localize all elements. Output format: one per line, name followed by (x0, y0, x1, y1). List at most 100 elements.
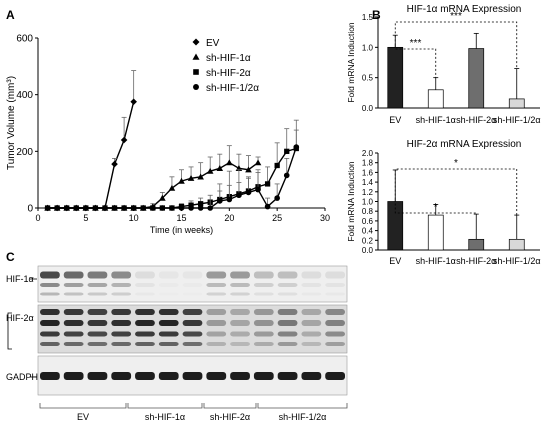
data-point (197, 173, 204, 180)
blot-band (87, 309, 108, 315)
y-tick-label: 200 (16, 147, 33, 158)
blot-row-label: GADPH (6, 372, 38, 382)
category-label: sh-HIF-1α (416, 256, 456, 266)
data-point (188, 205, 194, 211)
x-tick-label: 30 (320, 213, 330, 223)
blot-band (63, 320, 84, 326)
legend-label: sh-HIF-1/2α (206, 83, 259, 94)
blot-band (87, 320, 108, 326)
data-point (236, 192, 242, 199)
blot-band (63, 309, 84, 315)
data-point (206, 167, 214, 174)
significance-bracket: *** (394, 38, 437, 78)
bar (508, 238, 525, 251)
blot-band (206, 309, 227, 315)
blot-band (40, 271, 60, 279)
blot-band (182, 271, 203, 279)
y-tick-label: 0.0 (362, 246, 374, 255)
legend-marker (193, 69, 199, 75)
group-bracket (127, 403, 203, 409)
chart-title: HIF-2α mRNA Expression (407, 139, 522, 150)
western-blot: HIF-1α HIF-2α GADPH EV sh-HIF-1α sh-HIF-2α sh-… (6, 265, 348, 422)
x-tick-label: 0 (35, 213, 40, 223)
bracket-line (394, 21, 518, 69)
data-point (197, 201, 204, 207)
data-point (226, 196, 233, 203)
data-point (187, 174, 195, 181)
blot-band (158, 309, 179, 315)
blot-band (325, 331, 345, 337)
data-point (63, 205, 70, 211)
y-tick-label: 1.4 (362, 178, 374, 187)
data-point (226, 159, 233, 166)
blot-panel-1: HIF-2α (6, 304, 348, 354)
data-point (168, 184, 176, 191)
data-point (159, 194, 166, 201)
data-point (54, 205, 60, 211)
blot-band (63, 372, 84, 380)
blot-band (325, 271, 345, 279)
group-bracket (203, 403, 257, 409)
blot-band (111, 271, 132, 279)
bracket-line (394, 168, 518, 216)
y-tick-label: 1.0 (362, 198, 374, 207)
blot-band (111, 342, 132, 346)
panel-label-c: C (6, 250, 15, 264)
category-label: sh-HIF-2α (456, 256, 496, 266)
blot-band (325, 293, 345, 296)
blot-band (206, 283, 227, 287)
y-tick-label: 1.8 (362, 159, 374, 168)
blot-band (158, 342, 179, 346)
blot-band (87, 283, 108, 287)
x-tick-label: 10 (129, 213, 139, 223)
blot-band (182, 372, 203, 380)
blot-row-label: HIF-1α (6, 274, 34, 284)
legend-label: sh-HIF-1α (206, 53, 251, 64)
y-tick-label: 0.2 (362, 236, 374, 245)
blot-panel-0: HIF-1α (6, 265, 348, 303)
blot-band (253, 292, 274, 296)
blot-band (158, 271, 179, 279)
blot-band (40, 372, 60, 380)
category-label: sh-HIF-2α (456, 115, 496, 125)
blot-band (253, 331, 274, 337)
blot-band (40, 292, 60, 296)
blot-band (277, 342, 298, 346)
y-axis-label: Fold mRNA Induction (346, 22, 356, 103)
category-label: EV (389, 115, 401, 125)
group-label: sh-HIF-1/2α (279, 412, 327, 422)
x-tick-label: 15 (176, 213, 186, 223)
blot-band (325, 320, 345, 326)
data-point (140, 205, 147, 211)
group-label: sh-HIF-1α (145, 412, 185, 422)
data-point (130, 98, 137, 106)
blot-band (277, 283, 298, 287)
data-point (245, 189, 252, 196)
group-bracket (257, 403, 348, 409)
blot-band (206, 292, 227, 296)
blot-band (325, 372, 345, 380)
blot-band (277, 309, 298, 315)
data-point (121, 205, 127, 211)
blot-band (135, 271, 155, 279)
blot-band (111, 309, 132, 315)
data-point (245, 166, 252, 173)
blot-band (253, 309, 274, 315)
hif2a-mrna-chart: HIF-2α mRNA Expression 0.00.20.40.60.81.0… (346, 139, 541, 266)
data-point (197, 205, 204, 211)
legend-marker (193, 84, 199, 90)
blot-band (230, 292, 250, 296)
data-point (73, 205, 80, 211)
data-point (188, 202, 194, 208)
blot-band (277, 372, 298, 380)
blot-band (40, 320, 60, 326)
blot-band (301, 342, 322, 346)
blot-row-label: HIF-2α (6, 313, 34, 323)
data-point (111, 205, 118, 211)
blot-band (206, 342, 227, 346)
blot-band (40, 342, 60, 346)
blot-band (63, 292, 84, 296)
data-point (169, 205, 175, 211)
blot-band (135, 342, 155, 346)
